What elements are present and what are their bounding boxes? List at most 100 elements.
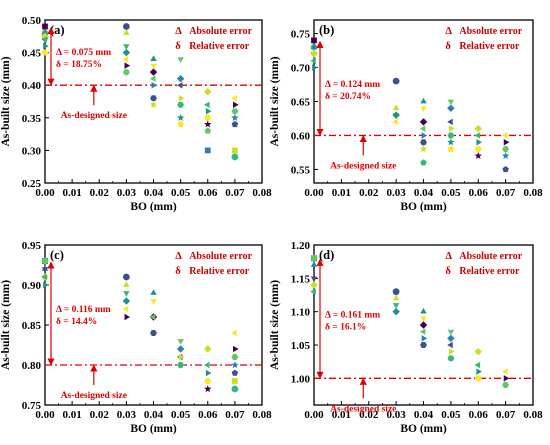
annotation-abs: Δ = 0.161 mm bbox=[325, 310, 380, 320]
data-point-triangle-right bbox=[503, 139, 510, 146]
data-point-star bbox=[204, 385, 212, 393]
data-point-diamond bbox=[447, 104, 455, 113]
data-point-triangle-right bbox=[43, 42, 49, 50]
panel-letter: (a) bbox=[50, 23, 65, 37]
x-tick-label: 0.07 bbox=[496, 187, 516, 199]
data-point-square bbox=[204, 147, 211, 154]
x-tick-label: 0.07 bbox=[225, 409, 245, 421]
data-point-triangle-down bbox=[392, 303, 400, 309]
legend-abs-label: Absolute error bbox=[459, 26, 522, 37]
chart-panel-1: 0.00 0.01 0.02 0.03 0.04 0.05 0.06 0.07 0.08 0.55… bbox=[269, 19, 543, 213]
legend-rel-label: Relative error bbox=[459, 41, 520, 52]
data-point-hexagon bbox=[150, 95, 157, 102]
legend-abs-symbol: Δ bbox=[445, 26, 452, 37]
legend-rel-symbol: δ bbox=[445, 41, 451, 52]
data-point-triangle-right bbox=[503, 375, 510, 382]
data-point-triangle-left bbox=[447, 118, 453, 126]
y-tick-label: 1.05 bbox=[291, 340, 311, 352]
x-tick-label: 0.04 bbox=[144, 409, 164, 421]
y-tick-label: 0.30 bbox=[22, 145, 42, 157]
x-tick-label: 0.05 bbox=[171, 409, 191, 421]
chart-panel-3: 0.00 0.01 0.02 0.03 0.04 0.05 0.06 0.07 0.08 1.00… bbox=[269, 240, 543, 435]
data-point-triangle-right bbox=[421, 132, 428, 139]
data-point-diamond bbox=[474, 347, 482, 356]
data-point-triangle-down bbox=[420, 106, 427, 113]
y-axis-label: As-built size (mm) bbox=[0, 56, 12, 146]
data-point-hexagon bbox=[150, 330, 157, 336]
data-point-diamond bbox=[41, 32, 49, 41]
data-point-triangle-left bbox=[41, 36, 47, 43]
data-point-triangle-up bbox=[310, 261, 318, 267]
data-point-diamond bbox=[447, 334, 455, 343]
data-point-hexagon bbox=[122, 69, 130, 76]
y-tick-label: 0.35 bbox=[22, 113, 42, 125]
data-point-triangle-up bbox=[150, 289, 157, 295]
data-point-star bbox=[447, 138, 455, 146]
x-tick-label: 0.06 bbox=[469, 187, 489, 199]
y-tick-label: 1.10 bbox=[291, 307, 311, 319]
legend-abs-symbol: Δ bbox=[175, 26, 182, 37]
y-tick-label: 1.20 bbox=[291, 240, 311, 252]
x-tick-label: 0.01 bbox=[63, 187, 82, 199]
data-point-circle bbox=[231, 153, 239, 161]
data-point-triangle-right bbox=[421, 335, 428, 342]
annotation-rel: δ = 14.4% bbox=[56, 317, 97, 327]
data-point-pentagon bbox=[204, 127, 211, 134]
data-point-hexagon bbox=[41, 49, 49, 56]
x-tick-label: 0.04 bbox=[144, 187, 164, 199]
data-point-hexagon bbox=[177, 362, 185, 368]
x-axis-label: BO (mm) bbox=[130, 423, 176, 435]
y-axis-label: As-built size (mm) bbox=[269, 280, 281, 370]
legend-abs-label: Absolute error bbox=[189, 251, 252, 262]
data-point-triangle-left bbox=[122, 305, 129, 313]
data-point-diamond bbox=[176, 74, 185, 83]
legend-rel-label: Relative error bbox=[189, 41, 250, 52]
data-point-triangle-right bbox=[312, 64, 318, 71]
x-tick-label: 0.02 bbox=[359, 187, 379, 199]
data-point-triangle-left bbox=[501, 368, 508, 375]
chart-panel-0: 0.00 0.01 0.02 0.03 0.04 0.05 0.06 0.07 0.08 0.25… bbox=[0, 15, 272, 213]
y-tick-label: 0.40 bbox=[22, 80, 42, 92]
y-tick-label: 0.65 bbox=[291, 97, 311, 109]
data-point-diamond bbox=[474, 124, 482, 133]
data-point-hexagon bbox=[204, 378, 212, 384]
x-tick-label: 0.03 bbox=[387, 187, 407, 199]
data-point-pentagon bbox=[447, 145, 455, 152]
data-point-star bbox=[176, 113, 185, 121]
data-point-diamond bbox=[122, 48, 131, 57]
designed-size-label: As-designed size bbox=[330, 161, 396, 171]
designed-size-label: As-designed size bbox=[61, 391, 127, 401]
data-point-star bbox=[501, 151, 510, 159]
data-point-triangle-right bbox=[233, 101, 239, 108]
x-tick-label: 0.08 bbox=[252, 187, 272, 199]
data-point-diamond bbox=[310, 281, 318, 289]
data-point-star bbox=[474, 151, 482, 159]
panel-letter: (c) bbox=[50, 248, 64, 262]
annotation-rel: δ = 16.1% bbox=[325, 322, 366, 332]
data-point-hexagon bbox=[474, 375, 482, 382]
data-point-star bbox=[231, 361, 239, 369]
data-point-diamond bbox=[176, 345, 185, 353]
data-point-hexagon bbox=[447, 132, 455, 139]
data-point-pentagon bbox=[177, 120, 184, 128]
annotation-abs: Δ = 0.124 mm bbox=[325, 80, 380, 90]
data-point-circle bbox=[41, 257, 49, 265]
designed-size-label: As-designed size bbox=[330, 404, 396, 414]
data-point-diamond bbox=[149, 68, 158, 76]
data-point-triangle-left bbox=[392, 118, 398, 126]
data-point-pentagon bbox=[231, 120, 239, 128]
data-point-triangle-left bbox=[501, 132, 508, 139]
data-point-triangle-up bbox=[392, 294, 400, 301]
x-tick-label: 0.06 bbox=[198, 409, 218, 421]
data-point-triangle-left bbox=[204, 361, 210, 369]
legend-abs-label: Absolute error bbox=[189, 26, 252, 37]
data-point-square bbox=[231, 147, 238, 154]
data-point-triangle-left bbox=[310, 57, 316, 64]
data-point-triangle-left bbox=[419, 125, 426, 132]
x-tick-label: 0.07 bbox=[225, 187, 245, 199]
annotation-abs: Δ = 0.116 mm bbox=[56, 305, 111, 315]
data-point-triangle-right bbox=[449, 348, 455, 355]
x-tick-label: 0.05 bbox=[441, 187, 461, 199]
x-tick-label: 0.00 bbox=[35, 409, 55, 421]
